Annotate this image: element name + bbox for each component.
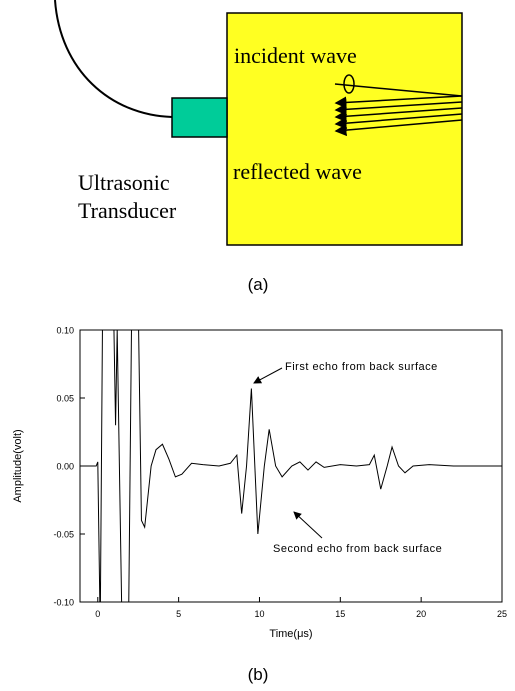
annotation: Second echo from back surface: [273, 543, 442, 555]
x-tick-label: 15: [335, 609, 345, 619]
x-tick-label: 10: [254, 609, 264, 619]
x-tick-label: 20: [416, 609, 426, 619]
annotation: First echo from back surface: [285, 361, 438, 373]
y-tick-label: 0.05: [56, 394, 74, 404]
cable: [55, 0, 172, 117]
caption: (b): [248, 665, 269, 684]
y-tick-label: -0.10: [53, 598, 74, 608]
y-axis-label: Amplitude(volt): [12, 429, 24, 502]
y-tick-label: -0.05: [53, 530, 74, 540]
caption: (a): [248, 275, 269, 294]
x-axis-label: Time(μs): [269, 628, 312, 640]
diagram: incident wave reflected wave Ultrasonic …: [55, 0, 462, 294]
reflected-label: reflected wave: [233, 159, 362, 184]
chart: Amplitude(volt) Time(μs) First echo from…: [12, 303, 507, 684]
incident-label: incident wave: [234, 43, 357, 68]
waveform: [80, 303, 502, 629]
y-tick-label: 0.10: [56, 326, 74, 336]
transducer-label: Ultrasonic: [78, 170, 170, 195]
x-tick-label: 0: [95, 609, 100, 619]
x-tick-label: 5: [176, 609, 181, 619]
transducer-label: Transducer: [78, 198, 177, 223]
x-tick-label: 25: [497, 609, 507, 619]
transducer: [172, 98, 227, 137]
annotation-arrow: [254, 368, 282, 383]
figure: incident wave reflected wave Ultrasonic …: [0, 0, 515, 691]
annotation-arrow: [294, 512, 322, 538]
y-tick-label: 0.00: [56, 462, 74, 472]
